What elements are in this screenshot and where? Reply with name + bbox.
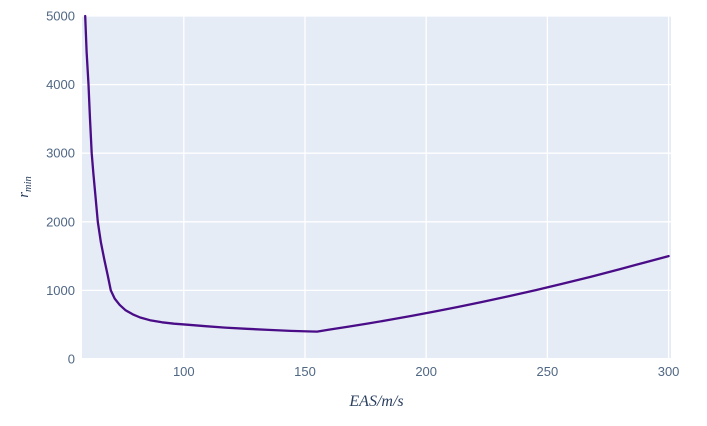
y-tick-label: 2000 <box>46 214 75 229</box>
y-tick-label: 4000 <box>46 77 75 92</box>
x-tick-label: 200 <box>415 364 437 379</box>
x-tick-label: 150 <box>294 364 316 379</box>
x-tick-label: 250 <box>537 364 559 379</box>
x-tick-label: 100 <box>173 364 195 379</box>
y-axis-title: rmin <box>16 176 34 198</box>
y-tick-label: 0 <box>68 352 75 367</box>
y-axis-title-subscript: min <box>23 176 34 192</box>
y-axis-title-base: r <box>16 191 32 198</box>
y-tick-label: 1000 <box>46 283 75 298</box>
y-tick-label: 5000 <box>46 9 75 24</box>
x-tick-label: 300 <box>658 364 680 379</box>
y-tick-label: 3000 <box>46 146 75 161</box>
series-line <box>84 14 670 333</box>
x-axis-title: EAS/m/s <box>349 393 404 410</box>
plot-area-background <box>82 16 671 359</box>
